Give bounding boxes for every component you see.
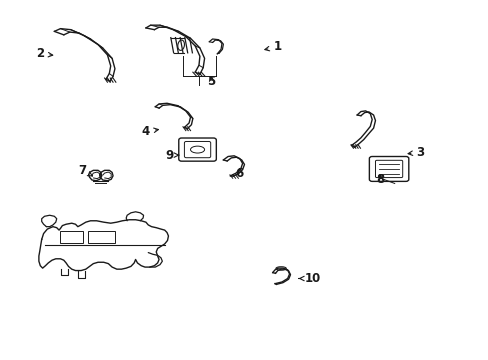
Text: 8: 8 — [376, 174, 384, 186]
Text: 6: 6 — [235, 167, 244, 180]
Text: 3: 3 — [407, 146, 424, 159]
Text: 9: 9 — [165, 149, 179, 162]
Text: 4: 4 — [142, 125, 158, 138]
Text: 5: 5 — [207, 75, 215, 88]
Text: 1: 1 — [264, 40, 281, 53]
Text: 2: 2 — [36, 48, 53, 60]
Text: 10: 10 — [298, 272, 320, 285]
Text: 7: 7 — [78, 164, 92, 177]
